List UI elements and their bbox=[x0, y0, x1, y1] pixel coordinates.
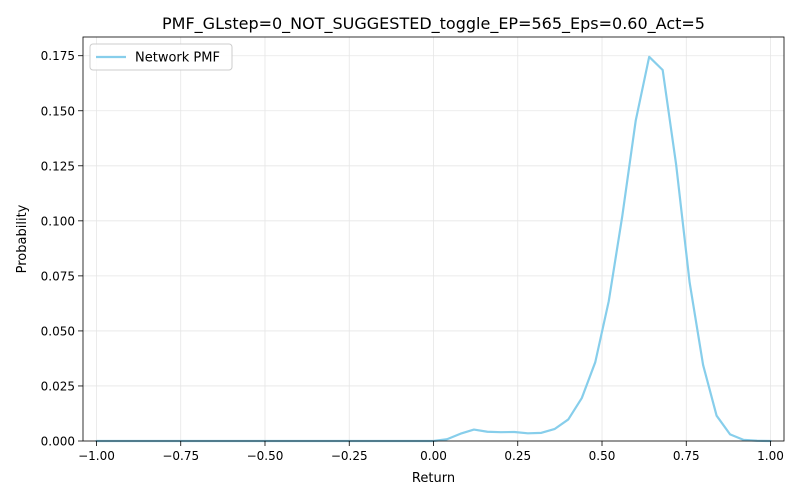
y-axis-label: Probability bbox=[15, 204, 30, 273]
x-tick-label: 0.75 bbox=[673, 449, 700, 463]
legend-box bbox=[89, 43, 233, 71]
x-tick-label: −1.00 bbox=[78, 449, 115, 463]
x-tick-label: −0.50 bbox=[247, 449, 284, 463]
y-tick-label: 0.175 bbox=[41, 49, 75, 63]
x-axis-label: Return bbox=[412, 471, 455, 486]
y-tick-label: 0.000 bbox=[41, 435, 75, 449]
x-tick-label: 0.50 bbox=[589, 449, 616, 463]
y-tick-label: 0.025 bbox=[41, 379, 75, 393]
axis-ticks: −1.00 −0.75 −0.50 −0.25 0.00 0.25 0.50 0.75 1.00… bbox=[41, 49, 784, 463]
y-tick-label: 0.075 bbox=[41, 269, 75, 283]
y-tick-label: 0.050 bbox=[41, 324, 75, 338]
x-tick-label: −0.75 bbox=[162, 449, 199, 463]
y-tick-label: 0.100 bbox=[41, 214, 75, 228]
y-tick-label: 0.150 bbox=[41, 104, 75, 118]
x-tick-label: 0.00 bbox=[420, 449, 447, 463]
x-tick-label: 1.00 bbox=[757, 449, 784, 463]
x-tick-label: 0.25 bbox=[504, 449, 531, 463]
legend: Network PMF bbox=[89, 43, 233, 71]
x-tick-label: −0.25 bbox=[331, 449, 368, 463]
chart-title: PMF_GLstep=0_NOT_SUGGESTED_toggle_EP=565… bbox=[162, 14, 705, 34]
y-tick-label: 0.125 bbox=[41, 159, 75, 173]
grid-lines bbox=[83, 37, 784, 442]
legend-label-network-pmf: Network PMF bbox=[135, 51, 220, 66]
